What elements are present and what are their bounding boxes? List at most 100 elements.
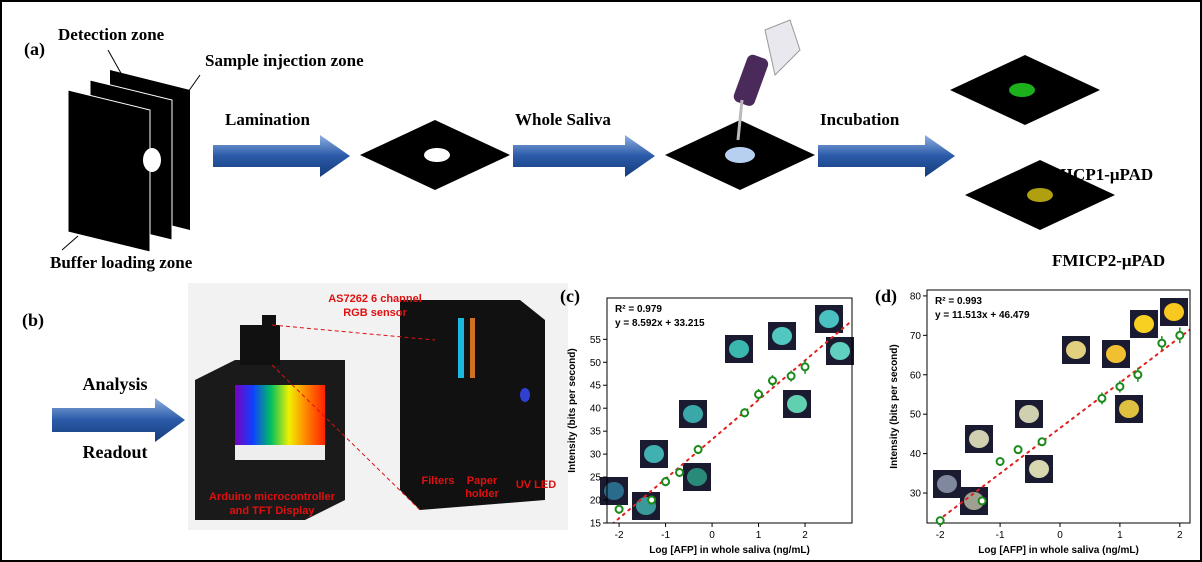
data-point (788, 373, 795, 380)
spot (1009, 83, 1035, 97)
fit-label: y = 11.513x + 46.479 (935, 310, 1030, 321)
panel-label: (b) (22, 310, 44, 331)
spot (1027, 188, 1053, 202)
product: FMICP1-μPAD (1040, 165, 1153, 184)
y-tick-label: 80 (910, 291, 922, 302)
thumbnail-spot (1066, 341, 1086, 359)
panel-b: (b) Analysis Readout AS7262 6 channel RG… (22, 283, 568, 530)
step: Incubation (820, 110, 900, 129)
y-tick-label: 40 (910, 449, 922, 460)
y-axis-label: Intensity (bits per second) (889, 344, 900, 468)
panel-label: (d) (875, 286, 897, 307)
thumbnail-spot (644, 445, 664, 463)
data-point (1039, 438, 1046, 445)
x-tick-label: 0 (1057, 530, 1063, 541)
step: Lamination (225, 110, 311, 129)
thumbnail-spot (1134, 315, 1154, 333)
r2-label: R² = 0.979 (615, 304, 662, 315)
thumbnail-spot (1164, 303, 1184, 321)
data-point (997, 458, 1004, 465)
y-tick-label: 20 (590, 496, 602, 507)
led (520, 388, 530, 402)
thumbnail-spot (772, 327, 792, 345)
spot (424, 148, 450, 162)
spot (725, 147, 755, 163)
step: Whole Saliva (515, 110, 611, 129)
x-tick-label: 1 (1117, 530, 1123, 541)
data-point (662, 478, 669, 485)
callout: AS7262 6 channel (328, 293, 422, 305)
pointer (188, 75, 200, 92)
label: Sample injection zone (205, 51, 364, 70)
callout: Paper (467, 475, 498, 487)
panel-a: (a) Detection zone Sample injection zone… (24, 20, 1165, 272)
thumbnail-spot (969, 430, 989, 448)
data-point (695, 446, 702, 453)
label: Detection zone (58, 25, 165, 44)
panel-label: (a) (24, 39, 45, 60)
thumbnail-spot (1106, 345, 1126, 363)
y-tick-label: 25 (590, 473, 602, 484)
y-tick-label: 70 (910, 331, 922, 342)
y-tick-label: 30 (590, 450, 602, 461)
screen (235, 385, 325, 445)
y-tick-label: 15 (590, 519, 602, 530)
data-point (802, 363, 809, 370)
data-point (676, 469, 683, 476)
x-tick-label: -1 (996, 530, 1005, 541)
callout: RGB sensor (343, 307, 407, 319)
data-point (1176, 332, 1183, 339)
x-tick-label: -1 (661, 530, 670, 541)
figure: (a) Detection zone Sample injection zone… (0, 0, 1202, 562)
data-point (1134, 371, 1141, 378)
y-tick-label: 30 (910, 489, 922, 500)
chart: -2-1012152025303540455055R² = 0.979y = 8… (560, 286, 854, 556)
callout: and TFT Display (230, 505, 316, 517)
data-point (979, 497, 986, 504)
sensor-box (240, 325, 280, 365)
x-tick-label: -2 (615, 530, 624, 541)
y-tick-label: 50 (910, 410, 922, 421)
thumbnail-spot (687, 468, 707, 486)
data-point (755, 391, 762, 398)
x-axis-label: Log [AFP] in whole saliva (ng/mL) (978, 545, 1139, 556)
panel-label: (c) (560, 286, 580, 307)
data-point (1015, 446, 1022, 453)
data-point (769, 377, 776, 384)
filter (458, 318, 464, 378)
x-tick-label: 2 (802, 530, 808, 541)
x-tick-label: -2 (936, 530, 945, 541)
data-point (648, 497, 655, 504)
thumbnail-spot (1029, 460, 1049, 478)
label: Analysis (82, 374, 147, 394)
label: Readout (82, 442, 147, 462)
thumbnail-spot (683, 405, 703, 423)
thumbnail-spot (830, 342, 850, 360)
x-tick-label: 0 (709, 530, 715, 541)
x-axis-label: Log [AFP] in whole saliva (ng/mL) (649, 545, 810, 556)
r2-label: R² = 0.993 (935, 296, 982, 307)
arrows (213, 135, 955, 177)
product: FMICP2-μPAD (1052, 251, 1165, 270)
y-tick-label: 55 (590, 335, 602, 346)
hole (143, 148, 161, 172)
arrow (52, 398, 185, 442)
callout: UV LED (516, 479, 556, 491)
thumbnail-spot (937, 475, 957, 493)
pointer (62, 236, 78, 250)
filter (470, 318, 475, 378)
y-tick-label: 45 (590, 381, 602, 392)
thumbnail-spot (819, 310, 839, 328)
x-tick-label: 2 (1177, 530, 1183, 541)
sheet (68, 90, 150, 252)
data-point (1116, 383, 1123, 390)
thumbnail-spot (1019, 405, 1039, 423)
data-point (937, 517, 944, 524)
thumbnail-spot (729, 340, 749, 358)
fit-label: y = 8.592x + 33.215 (615, 318, 705, 329)
y-axis-label: Intensity (bits per second) (567, 348, 578, 472)
data-point (1098, 395, 1105, 402)
callout: Arduino microcontroller (209, 491, 336, 503)
label: Buffer loading zone (50, 253, 193, 272)
